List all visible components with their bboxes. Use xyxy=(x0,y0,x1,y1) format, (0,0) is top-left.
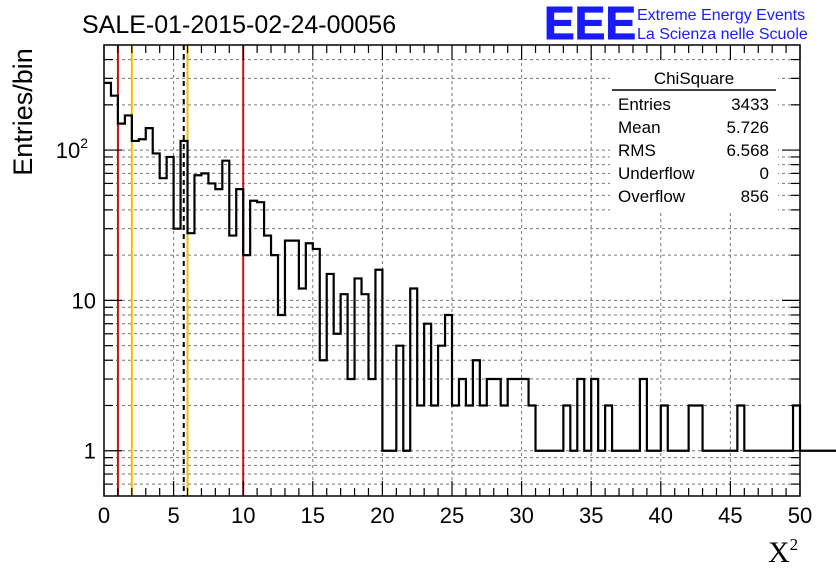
x-axis-label-main: X xyxy=(768,536,790,569)
stats-box: ChiSquare Entries 3433 Mean 5.726 RMS 6.… xyxy=(610,62,778,212)
histogram-bin xyxy=(201,173,208,496)
y-axis-label: Entries/bin xyxy=(8,48,38,176)
x-tick-label: 35 xyxy=(579,503,603,528)
histogram-bin xyxy=(257,202,264,496)
vertical-lines-layer xyxy=(116,45,245,496)
histogram-bin xyxy=(139,139,146,496)
histogram-bin xyxy=(132,141,139,496)
stats-row-rms: RMS 6.568 xyxy=(618,141,769,160)
y-tick-label: 1 xyxy=(84,439,96,464)
stats-label: Entries xyxy=(618,95,671,114)
x-tick-label: 25 xyxy=(440,503,464,528)
y-tick-label-base: 10 xyxy=(56,138,80,163)
stats-row-overflow: Overflow 856 xyxy=(618,187,769,206)
stats-row-entries: Entries 3433 xyxy=(618,95,769,114)
histogram-bin xyxy=(188,233,195,496)
stats-box-background xyxy=(610,62,778,212)
x-tick-label: 30 xyxy=(509,503,533,528)
histogram-bin xyxy=(118,124,125,496)
stats-value: 3433 xyxy=(731,95,769,114)
y-tick-label: 10 xyxy=(72,288,96,313)
histogram-bin xyxy=(174,229,181,496)
eee-logo: EEE xyxy=(544,0,636,49)
stats-row-mean: Mean 5.726 xyxy=(618,118,769,137)
histogram-bin xyxy=(104,83,111,496)
stats-box-title: ChiSquare xyxy=(654,69,734,88)
stats-value: 856 xyxy=(741,187,769,206)
stats-value: 0 xyxy=(760,164,769,183)
histogram-bin xyxy=(368,379,375,496)
histogram-bin xyxy=(160,178,167,496)
histogram-bin xyxy=(208,183,215,496)
stats-row-underflow: Underflow 0 xyxy=(618,164,769,183)
histogram-bin xyxy=(800,451,807,496)
stats-label: Mean xyxy=(618,118,661,137)
x-axis-label: X2 xyxy=(768,535,798,569)
y-tick-label: 102 xyxy=(56,135,88,163)
histogram-bin xyxy=(320,360,327,496)
histogram-bin xyxy=(348,379,355,496)
histogram-bin xyxy=(814,451,821,496)
histogram-bin xyxy=(264,236,271,496)
histogram-bin xyxy=(229,236,236,496)
histogram-bin xyxy=(153,153,160,496)
histogram-bin xyxy=(807,451,814,496)
y-tick-label-exponent: 2 xyxy=(80,135,88,151)
logo-line-1: Extreme Energy Events xyxy=(637,7,805,24)
stats-label: RMS xyxy=(618,141,656,160)
x-tick-label: 5 xyxy=(167,503,179,528)
histogram-bin xyxy=(215,189,222,496)
histogram-bin xyxy=(125,115,132,496)
histogram-bin xyxy=(515,379,522,496)
x-tick-label: 0 xyxy=(98,503,110,528)
histogram-layer xyxy=(104,81,836,496)
x-tick-label: 45 xyxy=(718,503,742,528)
histogram-bin xyxy=(821,451,828,496)
x-axis-label-superscript: 2 xyxy=(790,535,799,554)
stats-value: 6.568 xyxy=(726,141,769,160)
histogram-bin xyxy=(111,96,118,496)
x-tick-label: 15 xyxy=(301,503,325,528)
logo-line-2: La Scienza nelle Scuole xyxy=(637,26,808,43)
x-tick-label: 50 xyxy=(788,503,812,528)
stats-value: 5.726 xyxy=(726,118,769,137)
x-tick-label: 20 xyxy=(370,503,394,528)
histogram-bin xyxy=(243,255,250,496)
histogram-bin xyxy=(334,334,341,496)
stats-label: Overflow xyxy=(618,187,686,206)
stats-label: Underflow xyxy=(618,164,695,183)
x-tick-label: 40 xyxy=(649,503,673,528)
histogram-outline xyxy=(104,81,836,452)
x-tick-label: 10 xyxy=(231,503,255,528)
chart-title: SALE-01-2015-02-24-00056 xyxy=(82,11,396,39)
histogram-bin xyxy=(828,451,835,496)
